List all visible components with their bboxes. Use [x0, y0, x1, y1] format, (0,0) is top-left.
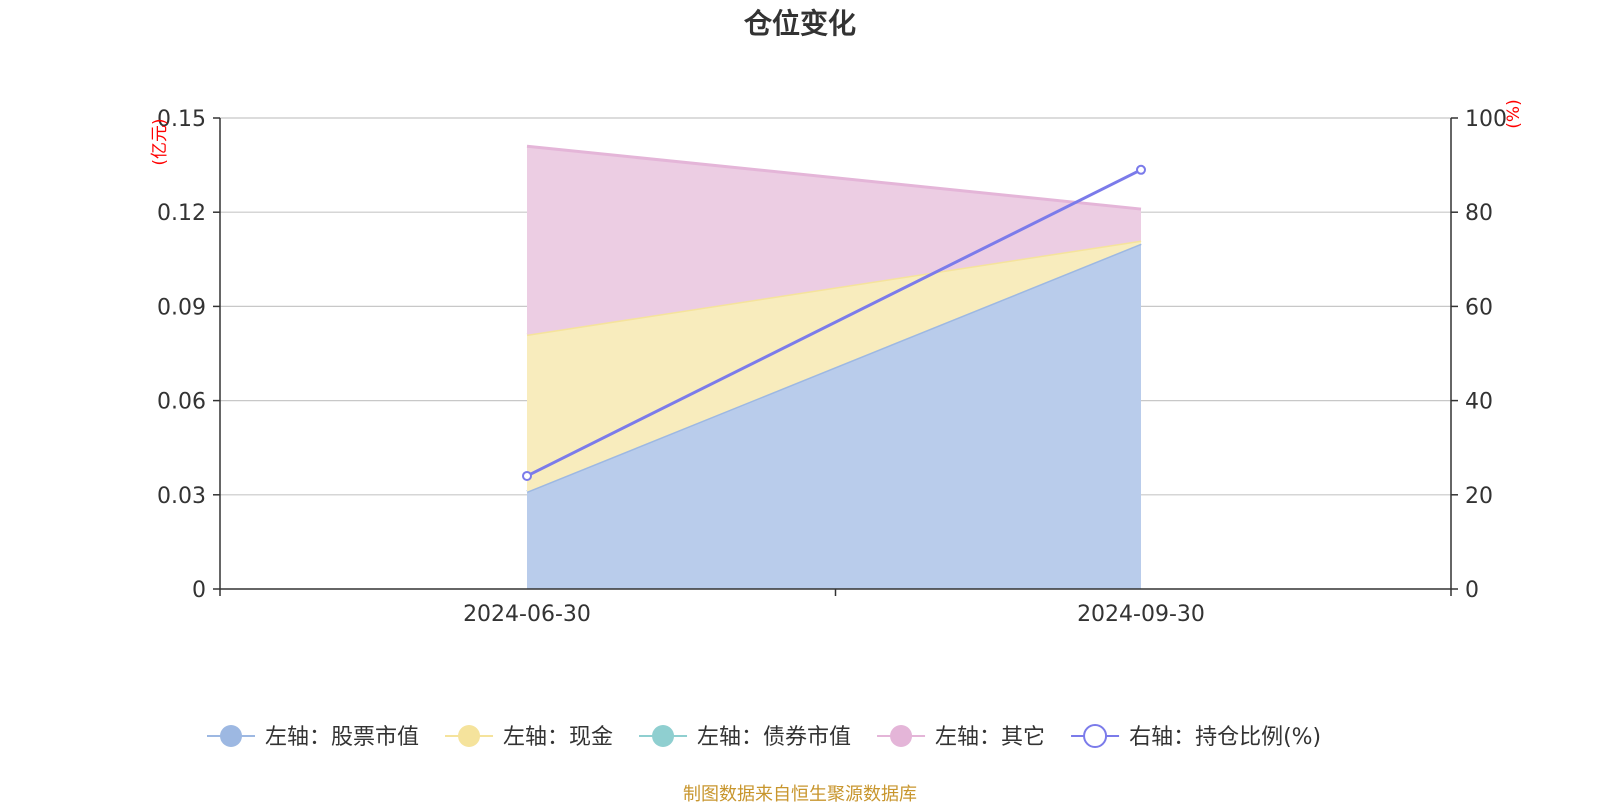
- line-point: [522, 470, 532, 481]
- legend-item: 左轴：现金: [445, 725, 613, 750]
- legend-item: 左轴：债券市值: [639, 725, 851, 750]
- legend-label: 左轴：其它: [935, 725, 1045, 750]
- left-tick-label: 0.09: [157, 295, 206, 320]
- legend-marker: [652, 725, 675, 747]
- legend-label: 左轴：债券市值: [697, 725, 851, 750]
- legend-item: 右轴：持仓比例(%): [1071, 724, 1321, 750]
- right-tick-label: 0: [1465, 578, 1479, 603]
- legend-item: 左轴：其它: [877, 725, 1045, 750]
- legend-label: 右轴：持仓比例(%): [1129, 725, 1321, 750]
- left-axis-unit: (亿元): [150, 118, 170, 165]
- legend-marker: [458, 725, 481, 747]
- right-tick-label: 40: [1465, 390, 1493, 415]
- legend: 左轴：股票市值 左轴：现金 左轴：债券市值 左轴：其它 右轴：持仓比例(%): [207, 724, 1321, 750]
- left-tick-label: 0: [192, 578, 206, 603]
- area-左轴：现金: [527, 240, 1141, 492]
- left-tick-label: 0.12: [157, 201, 206, 226]
- line-point: [1136, 164, 1146, 175]
- legend-marker: [890, 725, 913, 747]
- x-tick-label: 2024-06-30: [463, 602, 591, 627]
- legend-marker: [220, 725, 242, 747]
- x-tick-label: 2024-09-30: [1077, 602, 1205, 627]
- legend-label: 左轴：股票市值: [265, 725, 419, 750]
- left-tick-label: 0.06: [157, 390, 206, 415]
- line-右轴：持仓比例(%): [526, 168, 1142, 478]
- left-tick-label: 0.15: [157, 107, 206, 132]
- legend-item: 左轴：股票市值: [207, 725, 419, 750]
- data-source-note: 制图数据来自恒生聚源数据库: [683, 784, 917, 805]
- stacked-areas: [526, 144, 1142, 589]
- right-tick-label: 80: [1465, 201, 1493, 226]
- right-tick-label: 20: [1465, 484, 1493, 509]
- legend-marker: [1083, 724, 1108, 748]
- left-tick-label: 0.03: [157, 484, 206, 509]
- legend-label: 左轴：现金: [503, 725, 613, 750]
- right-axis-unit: (%): [1504, 99, 1524, 128]
- right-tick-label: 60: [1465, 295, 1493, 320]
- area-左轴：股票市值: [527, 243, 1141, 589]
- axes: 0 0.03 0.06 0.09 0.12 0.15 0 20 40 60 80 100 2024-06…: [150, 99, 1524, 627]
- ratio-line: [522, 164, 1146, 481]
- area-edge-左轴：其它: [526, 144, 1142, 211]
- chart-title: 仓位变化: [743, 7, 856, 40]
- right-tick-label: 100: [1465, 107, 1507, 132]
